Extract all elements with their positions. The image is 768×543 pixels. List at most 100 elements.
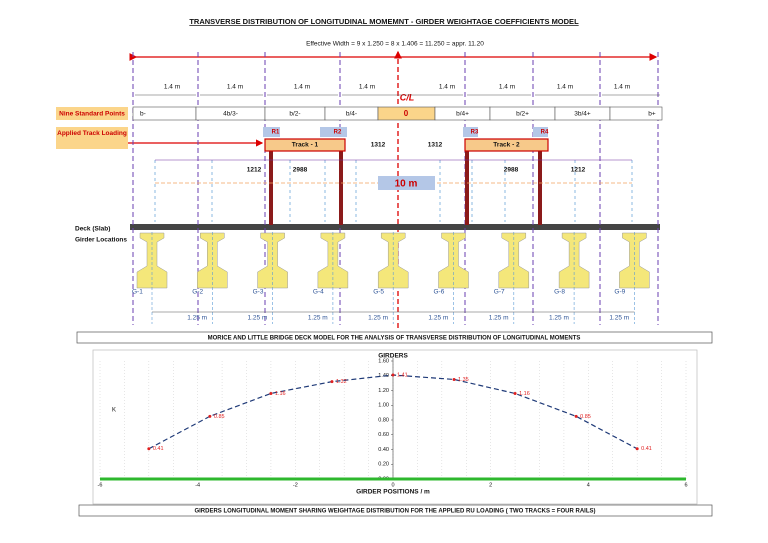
y-tick-label: 0.80 — [378, 417, 389, 423]
track-label: Track - 1 — [292, 142, 319, 149]
chart-title: GIRDERS — [378, 353, 408, 360]
girder-label: G-4 — [313, 289, 324, 296]
loading-label-box — [56, 127, 128, 149]
y-tick-label: 1.00 — [378, 403, 389, 409]
point — [208, 414, 212, 418]
data-label: 1.32 — [336, 379, 347, 385]
caption-box — [76, 331, 713, 344]
spacing-label: 1.25 m — [489, 315, 509, 322]
point — [635, 447, 639, 451]
x-tick-label: -2 — [293, 482, 298, 488]
effective-width: Effective Width = 9 x 1.250 = 8 x 1.406 … — [306, 41, 484, 48]
spacing-label: 1.4 m — [164, 84, 180, 91]
point-label: 4b/3- — [223, 111, 238, 118]
data-label: 0.41 — [153, 446, 164, 452]
point-label: b/4- — [346, 111, 357, 118]
rail-box — [463, 127, 478, 137]
point-label: b/2+ — [516, 111, 529, 118]
rail-label: R4 — [541, 130, 549, 136]
girder — [377, 232, 409, 289]
point-label: 3b/4+ — [574, 111, 591, 118]
title: TRANSVERSE DISTRIBUTION OF LONGITUDINAL … — [189, 17, 579, 26]
x-tick-label: 2 — [489, 482, 492, 488]
point — [147, 447, 151, 451]
data-label: 0.41 — [641, 446, 652, 452]
dimension: 1212 — [247, 167, 262, 174]
point-cell — [609, 106, 663, 121]
rail-box — [263, 127, 280, 137]
rail-post — [269, 139, 273, 225]
spacing-label: 1.25 m — [308, 315, 328, 322]
point — [513, 391, 517, 395]
rail-label: R1 — [272, 130, 280, 136]
y-tick-label: 0.40 — [378, 447, 389, 453]
span-label: 10 m — [395, 179, 418, 190]
data-label: 1.41 — [397, 372, 408, 378]
girder-label: G-2 — [192, 289, 203, 296]
chart-frame — [92, 349, 698, 505]
spacing-label: 1.4 m — [359, 84, 375, 91]
girder-label: G-1 — [132, 289, 143, 296]
girder-label: G-9 — [614, 289, 625, 296]
point — [574, 414, 578, 418]
girder — [498, 232, 530, 289]
girder — [197, 232, 228, 289]
dimension: 1212 — [571, 167, 586, 174]
girder-label: G-3 — [253, 289, 264, 296]
spacing-label: 1.25 m — [549, 315, 569, 322]
girder-label: G-8 — [554, 289, 565, 296]
x-axis-label: GIRDER POSITIONS / m — [356, 489, 430, 496]
girder — [257, 232, 288, 289]
spacing-label: 1.4 m — [227, 84, 243, 91]
data-label: 0.85 — [580, 414, 591, 420]
x-tick-label: -6 — [98, 482, 103, 488]
caption-box — [78, 504, 713, 517]
y-tick-label: 0.20 — [378, 462, 389, 468]
caption: MORICE AND LITTLE BRIDGE DECK MODEL FOR … — [208, 336, 581, 342]
rail-post — [465, 139, 469, 225]
y-tick-label: 1.20 — [378, 388, 389, 394]
x-tick-label: -4 — [195, 482, 200, 488]
y-tick-label: 1.60 — [378, 358, 389, 364]
girder — [619, 232, 650, 289]
y-tick-label: 0.60 — [378, 432, 389, 438]
dimension: 2988 — [504, 167, 519, 174]
girder — [317, 232, 349, 289]
x-tick-label: 0 — [391, 482, 394, 488]
point-label: b/2- — [289, 111, 300, 118]
centerline-label: C/L — [400, 92, 415, 102]
girder-label: G-7 — [494, 289, 505, 296]
point — [330, 380, 334, 384]
track-label: Track - 2 — [493, 142, 520, 149]
spacing-label: 1.4 m — [439, 84, 455, 91]
rail-post — [538, 139, 542, 225]
rail-label: R2 — [334, 130, 342, 136]
spacing-label: 1.4 m — [499, 84, 515, 91]
rail-box — [533, 127, 548, 137]
point-label: b+ — [648, 111, 656, 118]
girder — [136, 232, 168, 289]
spacing-label: 1.4 m — [294, 84, 310, 91]
point-label: 0 — [404, 109, 409, 118]
point — [269, 391, 273, 395]
rail-box — [320, 127, 347, 137]
data-label: 0.85 — [214, 414, 225, 420]
deck-slab — [130, 224, 660, 230]
spacing-label: 1.25 m — [428, 315, 448, 322]
point — [452, 377, 456, 381]
spacing-label: 1.25 m — [248, 315, 268, 322]
caption: GIRDERS LONGITUDINAL MOMENT SHARING WEIG… — [194, 509, 595, 515]
girder — [558, 232, 590, 289]
data-label: 1.16 — [275, 391, 286, 397]
deck-label: Deck (Slab) — [75, 226, 110, 233]
data-label: 1.16 — [519, 391, 530, 397]
spacing-label: 1.25 m — [609, 315, 629, 322]
track-box — [464, 138, 549, 152]
rail-label: R3 — [471, 130, 479, 136]
point-label: b/4+ — [456, 111, 469, 118]
girder-label: G-6 — [434, 289, 445, 296]
dimension: 2988 — [293, 167, 308, 174]
loading-label: Applied Track Loading — [57, 130, 127, 137]
spacing-label: 1.4 m — [557, 84, 573, 91]
